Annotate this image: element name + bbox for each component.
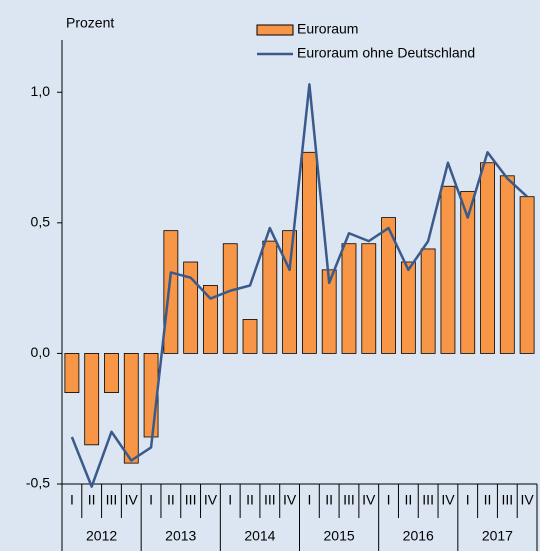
y-tick-label: 0,5	[31, 214, 51, 230]
x-tick-label: II	[167, 492, 175, 508]
bar	[163, 230, 179, 354]
x-tick-label: II	[325, 492, 333, 508]
bar	[499, 175, 515, 354]
year-label: 2012	[86, 528, 117, 544]
bar	[519, 196, 535, 354]
x-tick-label: II	[88, 492, 96, 508]
x-tick-label: III	[501, 492, 513, 508]
x-tick-label: I	[307, 492, 311, 508]
bar	[104, 353, 119, 393]
x-tick-label: II	[404, 492, 412, 508]
bar	[440, 185, 456, 354]
bar	[321, 269, 337, 354]
x-tick-label: III	[343, 492, 355, 508]
year-label: 2014	[244, 528, 275, 544]
bar	[480, 162, 495, 354]
y-tick-label: -0,5	[26, 475, 50, 491]
bar	[420, 248, 436, 354]
x-tick-label: II	[484, 492, 492, 508]
x-tick-label: I	[228, 492, 232, 508]
x-tick-label: I	[387, 492, 391, 508]
x-tick-label: I	[466, 492, 470, 508]
year-label: 2016	[403, 528, 434, 544]
bar	[341, 243, 357, 354]
year-label: 2013	[165, 528, 196, 544]
bar	[262, 240, 278, 354]
bar	[183, 261, 199, 354]
legend-label: Euroraum ohne Deutschland	[297, 45, 475, 61]
x-tick-label: II	[246, 492, 254, 508]
bar	[301, 151, 317, 354]
x-tick-label: IV	[125, 492, 139, 508]
x-tick-label: IV	[441, 492, 455, 508]
legend-swatch	[256, 24, 294, 36]
y-tick-label: 1,0	[31, 83, 51, 99]
x-tick-label: IV	[283, 492, 297, 508]
legend-label: Euroraum	[297, 21, 358, 37]
bar	[460, 191, 476, 354]
x-tick-label: IV	[204, 492, 218, 508]
x-tick-label: I	[149, 492, 153, 508]
x-tick-label: III	[185, 492, 197, 508]
x-tick-label: I	[70, 492, 74, 508]
x-tick-label: IV	[362, 492, 376, 508]
bar	[361, 243, 377, 354]
bar	[64, 353, 80, 393]
bar	[381, 217, 396, 354]
year-label: 2017	[482, 528, 513, 544]
x-tick-label: III	[106, 492, 118, 508]
bar	[222, 243, 238, 354]
y-axis-label: Prozent	[66, 15, 114, 31]
bar	[203, 285, 218, 354]
bar	[400, 261, 416, 354]
x-tick-label: III	[264, 492, 276, 508]
bar	[84, 353, 100, 446]
line	[70, 83, 528, 488]
bar	[242, 319, 258, 354]
x-tick-label: III	[422, 492, 434, 508]
bar	[123, 353, 139, 464]
y-tick-label: 0,0	[31, 344, 51, 360]
bar	[282, 230, 298, 354]
year-label: 2015	[324, 528, 355, 544]
x-tick-label: IV	[520, 492, 534, 508]
